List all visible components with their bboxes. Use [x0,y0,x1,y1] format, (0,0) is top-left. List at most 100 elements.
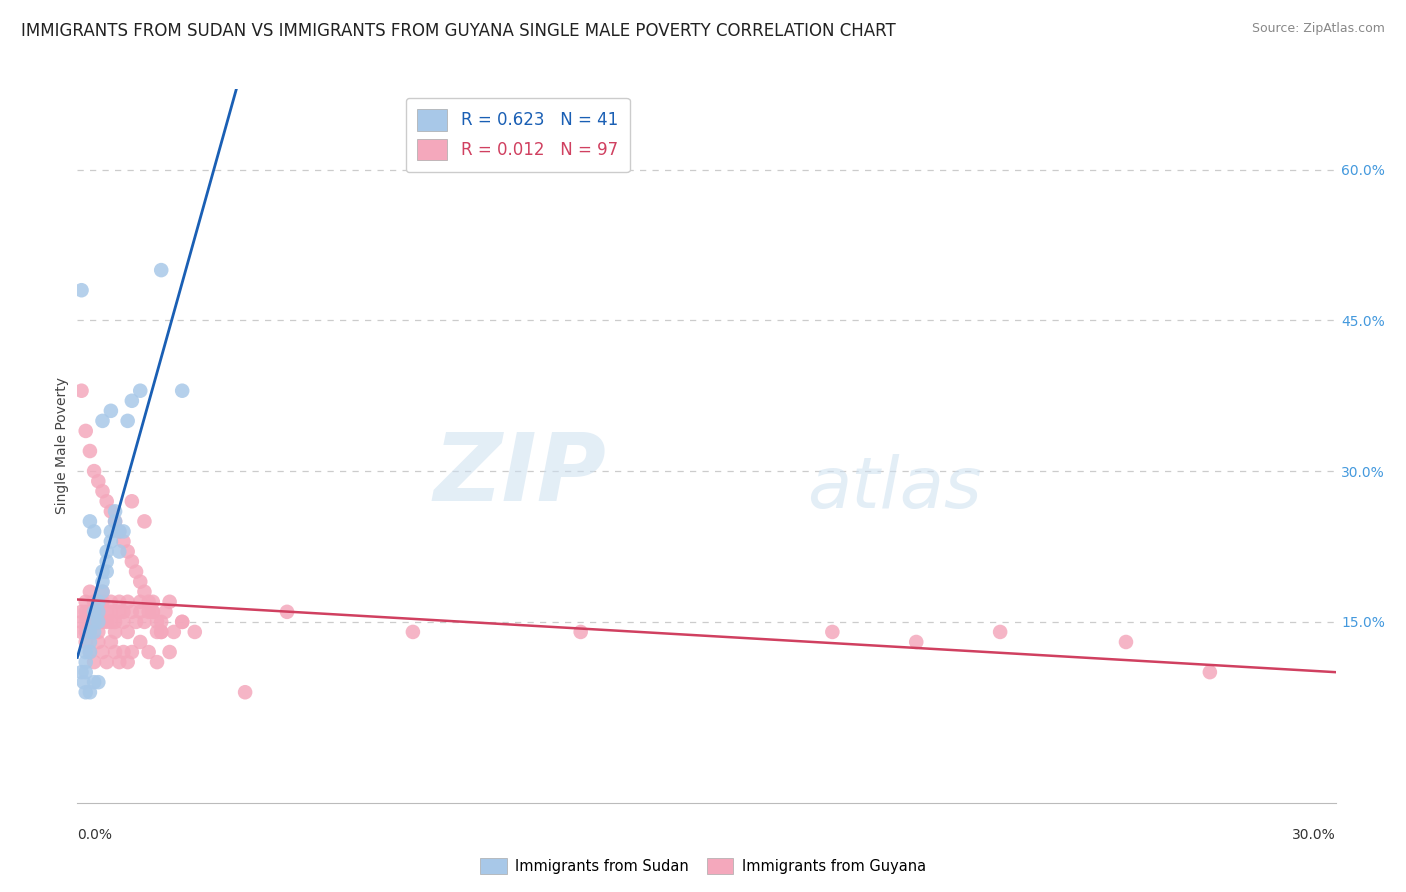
Point [79,515,101,529]
Point [129,635,152,649]
Point [142,605,165,619]
Point [108,544,131,558]
Point [87,615,110,629]
Point [70,605,93,619]
Text: 0.0%: 0.0% [77,828,112,842]
Point [72,675,94,690]
Point [70,615,93,629]
Point [83,615,105,629]
Point [87,635,110,649]
Point [117,544,139,558]
Point [138,645,160,659]
Point [79,605,101,619]
Text: 30.0%: 30.0% [1292,828,1336,842]
Point [91,615,114,629]
Point [988,624,1011,639]
Point [117,414,139,428]
Point [117,624,139,639]
Point [100,605,122,619]
Point [100,524,122,539]
Point [96,555,118,569]
Point [70,665,93,680]
Legend: Immigrants from Sudan, Immigrants from Guyana: Immigrants from Sudan, Immigrants from G… [474,852,932,880]
Point [75,685,97,699]
Y-axis label: Single Male Poverty: Single Male Poverty [55,377,69,515]
Point [83,595,105,609]
Point [87,595,110,609]
Point [75,635,97,649]
Point [75,655,97,669]
Point [104,615,127,629]
Point [104,624,127,639]
Point [138,595,160,609]
Point [100,635,122,649]
Point [134,615,156,629]
Point [142,595,165,609]
Point [821,624,844,639]
Point [402,624,425,639]
Point [172,615,194,629]
Point [104,515,127,529]
Point [91,484,114,499]
Text: ZIP: ZIP [433,428,606,521]
Point [129,384,152,398]
Point [96,494,118,508]
Point [96,615,118,629]
Point [121,645,143,659]
Point [146,655,169,669]
Point [184,624,207,639]
Point [150,624,173,639]
Point [146,624,169,639]
Point [79,584,101,599]
Point [75,615,97,629]
Point [905,635,928,649]
Point [150,263,173,277]
Point [96,565,118,579]
Point [91,414,114,428]
Point [104,515,127,529]
Point [112,534,135,549]
Point [83,675,105,690]
Point [104,645,127,659]
Text: IMMIGRANTS FROM SUDAN VS IMMIGRANTS FROM GUYANA SINGLE MALE POVERTY CORRELATION : IMMIGRANTS FROM SUDAN VS IMMIGRANTS FROM… [21,22,896,40]
Point [79,635,101,649]
Point [117,655,139,669]
Point [100,615,122,629]
Point [100,504,122,518]
Point [117,595,139,609]
Point [91,584,114,599]
Point [91,565,114,579]
Point [79,624,101,639]
Point [129,605,152,619]
Point [83,655,105,669]
Point [1115,635,1137,649]
Point [112,524,135,539]
Point [83,615,105,629]
Point [83,624,105,639]
Point [569,624,592,639]
Point [112,615,135,629]
Point [150,624,173,639]
Point [91,595,114,609]
Point [75,424,97,438]
Point [70,624,93,639]
Point [155,605,177,619]
Point [100,404,122,418]
Point [87,605,110,619]
Point [87,615,110,629]
Point [75,624,97,639]
Text: atlas: atlas [807,454,981,524]
Point [121,393,143,408]
Point [134,584,156,599]
Point [129,595,152,609]
Point [91,645,114,659]
Point [146,615,169,629]
Point [108,605,131,619]
Point [75,645,97,659]
Point [83,524,105,539]
Point [172,384,194,398]
Point [79,645,101,659]
Point [100,595,122,609]
Point [91,574,114,589]
Point [96,655,118,669]
